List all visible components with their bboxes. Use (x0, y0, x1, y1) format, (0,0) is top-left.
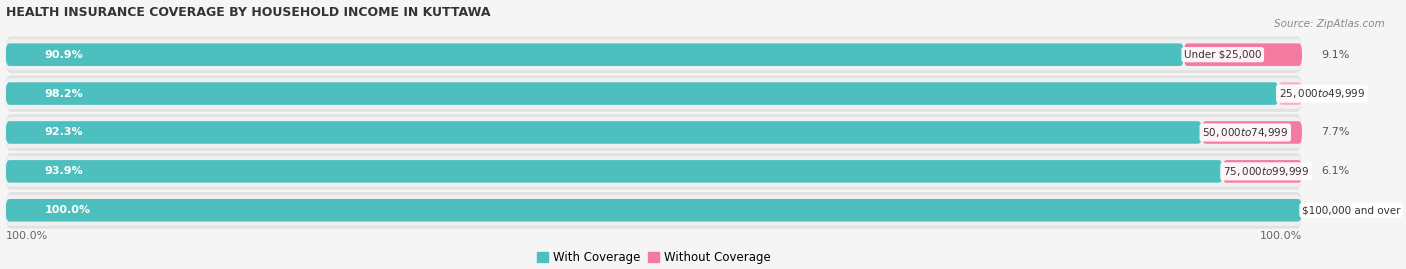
FancyBboxPatch shape (1223, 160, 1302, 183)
Text: 9.1%: 9.1% (1322, 50, 1350, 60)
Legend: With Coverage, Without Coverage: With Coverage, Without Coverage (537, 251, 770, 264)
FancyBboxPatch shape (6, 153, 1302, 190)
Text: $50,000 to $74,999: $50,000 to $74,999 (1202, 126, 1288, 139)
FancyBboxPatch shape (1278, 82, 1302, 105)
FancyBboxPatch shape (1184, 43, 1302, 66)
FancyBboxPatch shape (6, 82, 1278, 105)
Text: 7.7%: 7.7% (1322, 128, 1350, 137)
Text: 0.0%: 0.0% (1322, 205, 1350, 215)
FancyBboxPatch shape (6, 36, 1302, 73)
FancyBboxPatch shape (6, 156, 1302, 187)
FancyBboxPatch shape (1202, 121, 1302, 144)
FancyBboxPatch shape (6, 160, 1223, 183)
Text: HEALTH INSURANCE COVERAGE BY HOUSEHOLD INCOME IN KUTTAWA: HEALTH INSURANCE COVERAGE BY HOUSEHOLD I… (6, 6, 491, 19)
Text: 100.0%: 100.0% (45, 205, 90, 215)
Text: 1.8%: 1.8% (1322, 89, 1350, 98)
FancyBboxPatch shape (6, 75, 1302, 112)
Text: 6.1%: 6.1% (1322, 166, 1350, 176)
Text: $100,000 and over: $100,000 and over (1302, 205, 1400, 215)
FancyBboxPatch shape (6, 121, 1202, 144)
FancyBboxPatch shape (6, 192, 1302, 229)
Text: 100.0%: 100.0% (1260, 231, 1302, 240)
Text: $25,000 to $49,999: $25,000 to $49,999 (1278, 87, 1365, 100)
Text: 92.3%: 92.3% (45, 128, 83, 137)
FancyBboxPatch shape (6, 117, 1302, 148)
Text: 98.2%: 98.2% (45, 89, 83, 98)
Text: Under $25,000: Under $25,000 (1184, 50, 1261, 60)
Text: 93.9%: 93.9% (45, 166, 83, 176)
Text: $75,000 to $99,999: $75,000 to $99,999 (1223, 165, 1309, 178)
FancyBboxPatch shape (6, 195, 1302, 226)
FancyBboxPatch shape (6, 114, 1302, 151)
Text: 100.0%: 100.0% (6, 231, 48, 240)
Text: Source: ZipAtlas.com: Source: ZipAtlas.com (1274, 19, 1385, 29)
Text: 90.9%: 90.9% (45, 50, 83, 60)
FancyBboxPatch shape (6, 43, 1184, 66)
FancyBboxPatch shape (6, 199, 1302, 222)
FancyBboxPatch shape (6, 78, 1302, 109)
FancyBboxPatch shape (6, 39, 1302, 70)
